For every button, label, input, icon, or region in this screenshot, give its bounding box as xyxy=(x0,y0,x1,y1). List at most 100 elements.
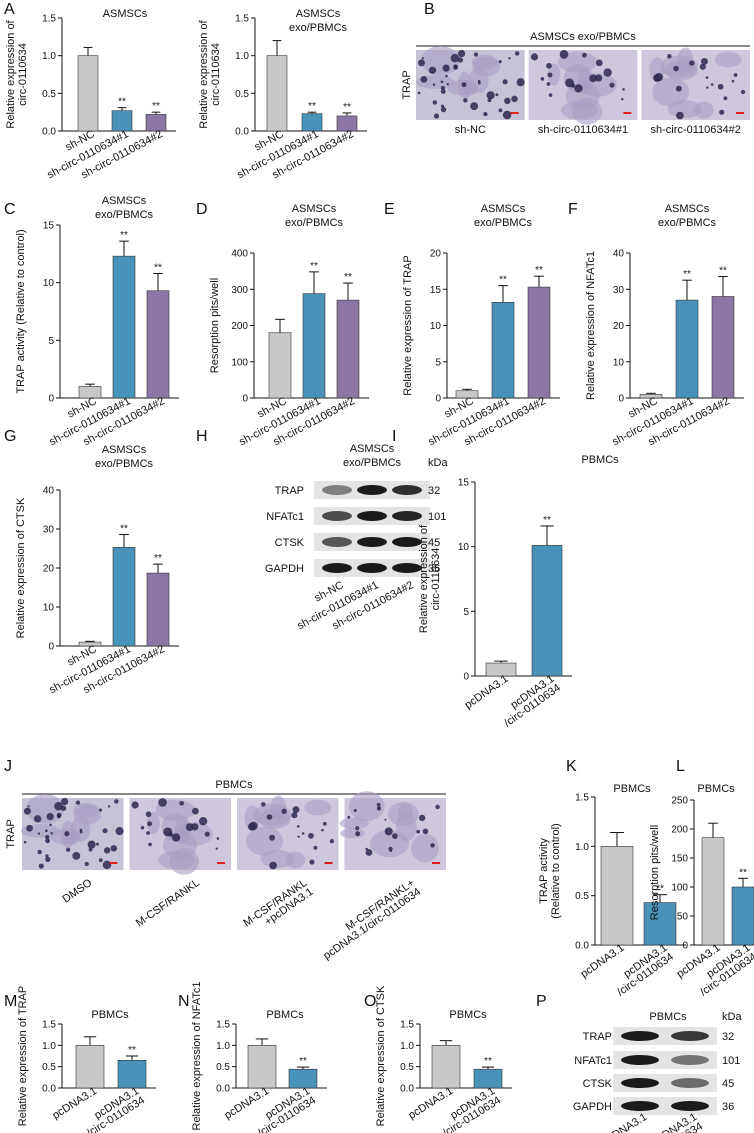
y-tick-label: 15 xyxy=(430,285,442,296)
y-axis-label: Relative expression of TRAP xyxy=(17,986,29,1126)
significance: ** xyxy=(719,266,727,277)
cell xyxy=(50,829,82,845)
cell xyxy=(660,55,698,78)
granule xyxy=(84,861,89,867)
granule xyxy=(204,831,210,837)
band xyxy=(322,485,352,495)
bar xyxy=(643,902,677,946)
cell xyxy=(285,851,306,869)
y-axis-label: TRAP activity (Relative to control) xyxy=(15,229,27,393)
bar-panel: ASMSCs exo/PBMCs Relative expression of NF… xyxy=(585,203,744,448)
band xyxy=(621,1031,659,1041)
x-tick-label: pcDNA3.1/circ-0110634 xyxy=(321,886,423,962)
granule xyxy=(38,863,44,869)
bar-panel: ASMSCs exo/PBMCs Relative expression of TR… xyxy=(402,203,560,448)
kda-label: 36 xyxy=(722,1101,734,1113)
bar xyxy=(288,1068,318,1089)
y-axis-label: Relative expression of xyxy=(198,19,210,128)
y-tick-label: 15 xyxy=(458,478,470,489)
unit-label: kDa xyxy=(722,1011,742,1023)
cell xyxy=(652,77,690,107)
protein-label: GAPDH xyxy=(573,1101,612,1113)
granule xyxy=(731,79,735,83)
panel-title: exo/PBMCs xyxy=(95,458,154,470)
granule xyxy=(261,802,266,807)
band xyxy=(671,1055,709,1065)
band xyxy=(671,1101,709,1111)
granule xyxy=(432,83,436,86)
stain-label: TRAP xyxy=(401,70,413,99)
granule xyxy=(483,111,488,117)
granule xyxy=(45,829,48,833)
y-tick-label: 0.0 xyxy=(216,1084,230,1095)
y-tick-label: 0.5 xyxy=(42,89,56,100)
granule xyxy=(441,104,445,108)
panel-letter: I xyxy=(392,428,396,445)
granule xyxy=(249,821,258,831)
cell xyxy=(547,63,561,86)
granule xyxy=(498,60,502,64)
granule xyxy=(329,839,335,844)
granule xyxy=(292,806,300,814)
granule xyxy=(740,89,746,95)
y-tick-label: 200 xyxy=(231,321,248,332)
granule xyxy=(296,825,300,828)
granule xyxy=(595,74,603,82)
bar xyxy=(112,547,136,647)
granule xyxy=(347,815,351,819)
granule xyxy=(27,805,30,808)
granule xyxy=(676,111,684,120)
granule xyxy=(49,823,52,826)
granule xyxy=(574,84,583,93)
granule xyxy=(589,74,598,83)
y-tick-label: 0.5 xyxy=(575,891,589,902)
granule xyxy=(609,82,615,88)
cell xyxy=(693,101,714,119)
y-axis-label: Relative expression of TRAP xyxy=(402,255,414,395)
granule xyxy=(450,53,460,63)
y-tick-label: 1.5 xyxy=(400,1020,414,1031)
y-tick-label: 0 xyxy=(618,394,624,405)
granule xyxy=(416,829,421,834)
granule xyxy=(428,66,437,74)
band xyxy=(392,485,422,495)
band xyxy=(357,485,387,495)
y-tick-label: 1.5 xyxy=(216,1020,230,1031)
granule xyxy=(45,854,49,858)
band xyxy=(357,537,387,547)
granule xyxy=(33,815,42,823)
granule xyxy=(322,821,327,826)
cell xyxy=(349,791,385,822)
granule xyxy=(595,59,603,67)
granule xyxy=(291,812,298,819)
cell xyxy=(260,849,295,869)
band xyxy=(621,1055,659,1065)
bar-panel: ASMSCs Relative expression of circ-0110634… xyxy=(5,8,176,181)
bar xyxy=(146,572,170,647)
granule xyxy=(446,83,449,86)
band xyxy=(671,1078,709,1088)
granule xyxy=(530,53,539,61)
y-tick-label: 0.0 xyxy=(235,127,249,138)
granule xyxy=(281,808,287,815)
bar xyxy=(247,1045,277,1089)
granule xyxy=(102,860,112,870)
y-axis-label: circ-0110634 xyxy=(210,43,222,106)
granule xyxy=(477,81,481,85)
granule xyxy=(621,98,624,101)
granule xyxy=(56,814,62,819)
panel-title: exo/PBMCs xyxy=(289,22,348,34)
panel-title: PBMCs xyxy=(449,1009,487,1021)
panel-title: PBMCs xyxy=(266,1009,304,1021)
granule xyxy=(511,95,518,103)
cell xyxy=(447,79,479,96)
granule xyxy=(473,52,479,57)
granule xyxy=(75,800,81,805)
y-axis-label: Relative expression of NFATc1 xyxy=(191,982,203,1131)
significance: ** xyxy=(120,523,128,534)
granule xyxy=(140,825,145,830)
protein-label: NFATc1 xyxy=(574,1055,612,1067)
significance: ** xyxy=(484,1056,492,1067)
